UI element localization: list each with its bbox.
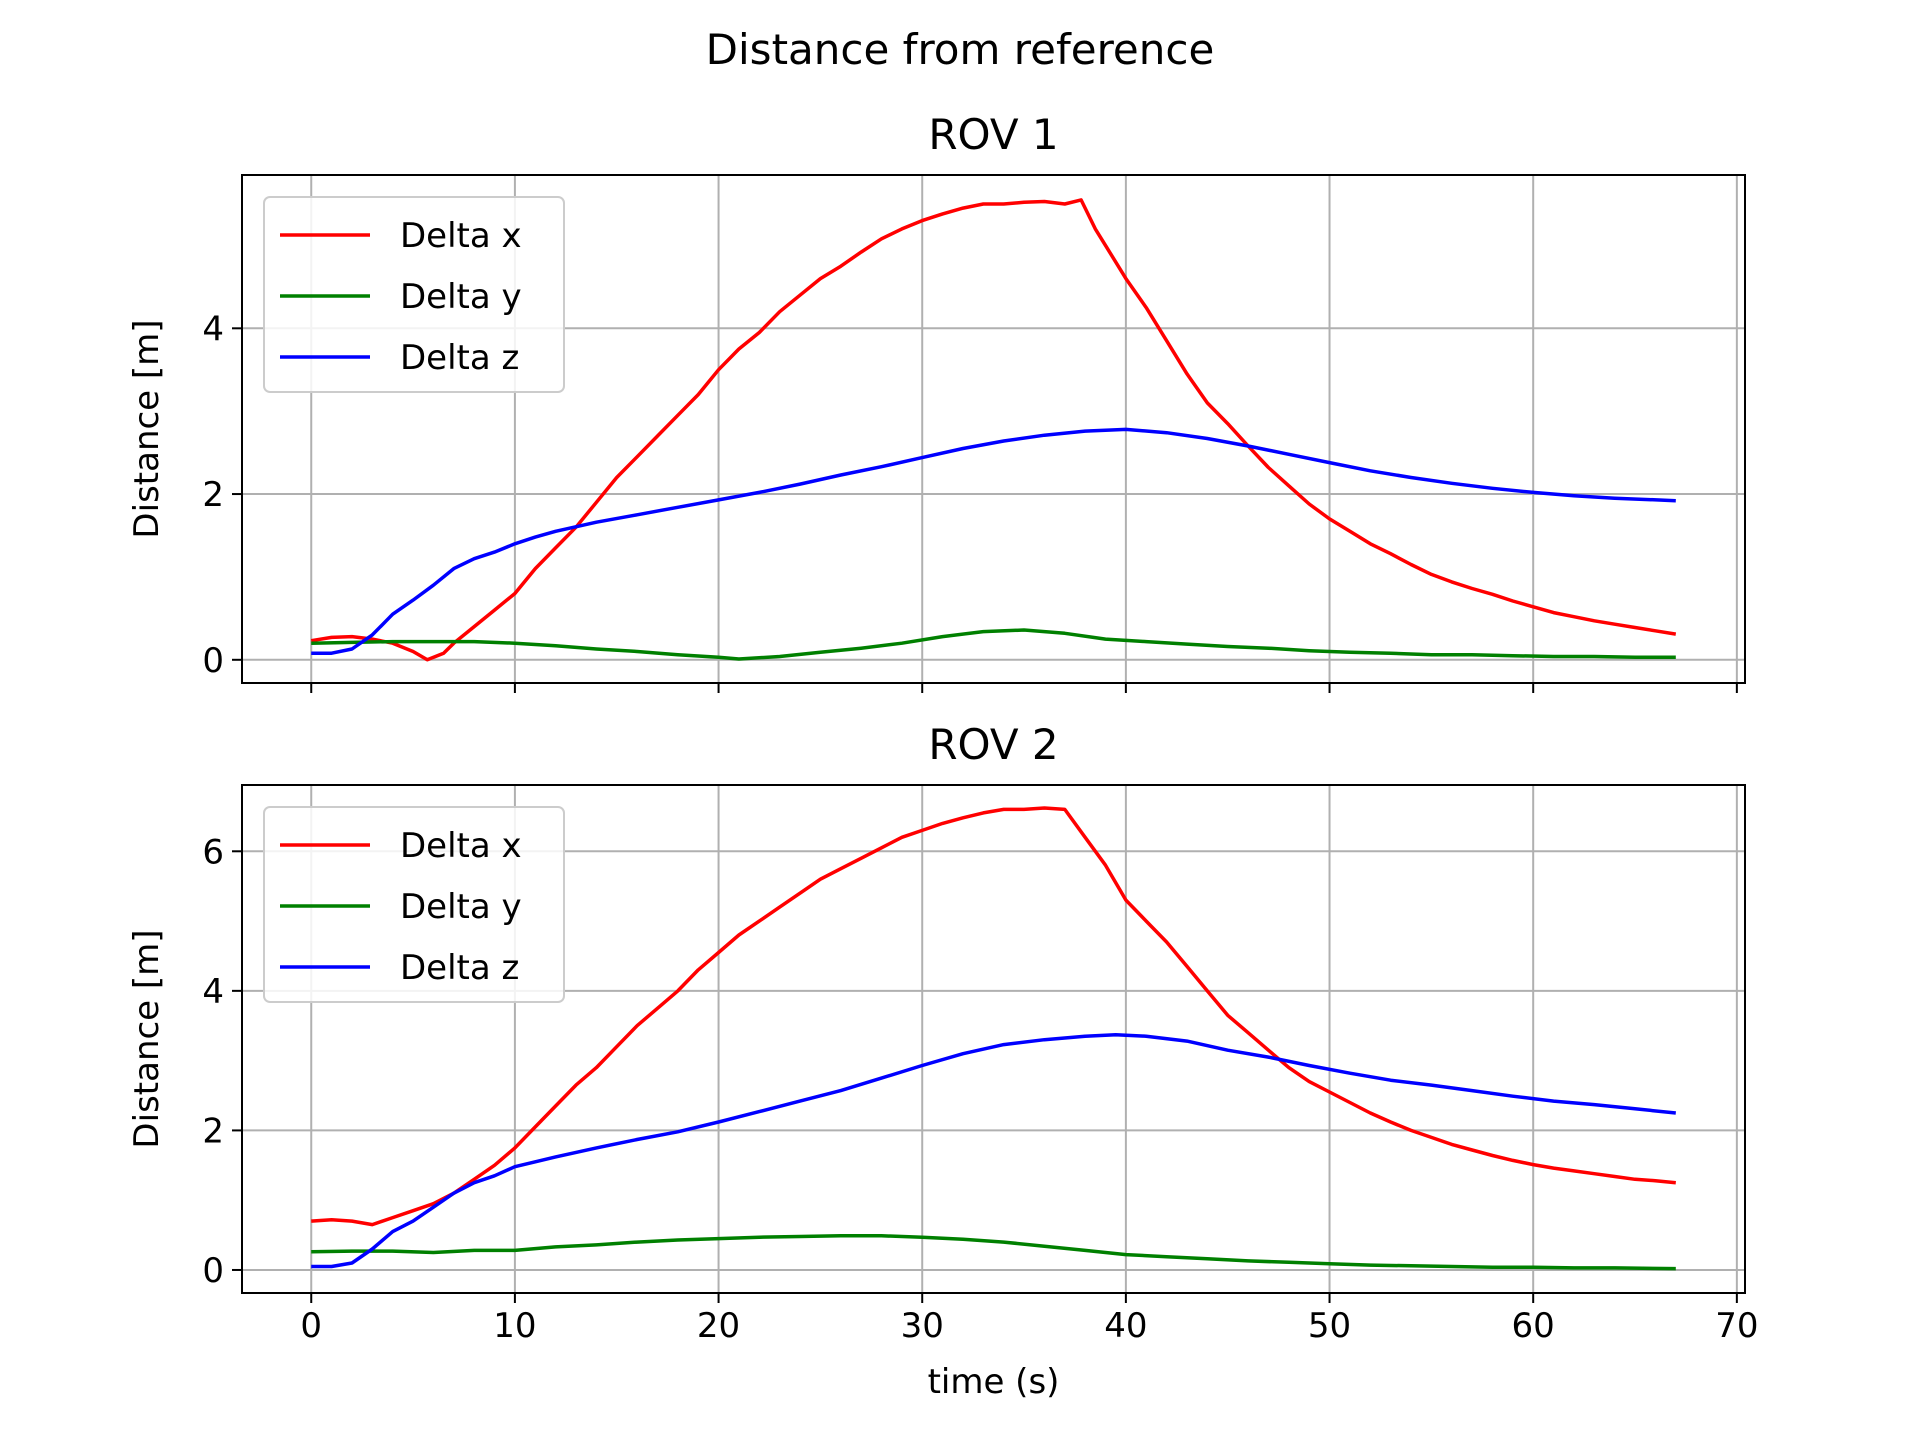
legend-box	[263, 196, 565, 393]
series-line-delta-z	[311, 1033, 1676, 1269]
series-line-delta-y	[311, 628, 1676, 661]
legend-label: Delta x	[400, 216, 522, 256]
series-line-delta-z	[311, 427, 1676, 655]
x-tick-label: 30	[901, 1306, 944, 1346]
x-tick-label: 0	[300, 1306, 322, 1346]
series-line-delta-x	[310, 198, 1677, 662]
series-line-delta-y	[311, 1234, 1676, 1271]
x-axis-label: time (s)	[928, 1362, 1060, 1402]
figure-title: Distance from reference	[706, 25, 1215, 74]
legend-box	[263, 806, 565, 1003]
x-tick-label: 40	[1104, 1306, 1147, 1346]
chart-2: 0 10 20 30 40 50 60 70 0 2 4 6 ROV 2 Distance [m] time…	[127, 720, 1758, 1402]
series-line-delta-x	[311, 806, 1676, 1227]
subplot-title: ROV 1	[928, 110, 1058, 159]
axes-frame	[241, 784, 1746, 1294]
y-tick-label: 2	[202, 475, 224, 515]
legend-label: Delta y	[400, 887, 522, 927]
y-tick-label: 4	[202, 972, 224, 1012]
legend-label: Delta y	[400, 277, 522, 317]
x-tick-label: 60	[1512, 1306, 1555, 1346]
x-tick-label: 50	[1308, 1306, 1351, 1346]
legend-label: Delta z	[400, 338, 519, 378]
legend-label: Delta z	[400, 948, 519, 988]
legend: Delta x Delta y Delta z	[263, 806, 565, 1003]
y-tick-label: 0	[202, 1251, 224, 1291]
subplot-title: ROV 2	[928, 720, 1058, 769]
y-tick-label: 2	[202, 1111, 224, 1151]
y-axis-label: Distance [m]	[127, 929, 167, 1148]
y-tick-label: 4	[202, 309, 224, 349]
y-tick-label: 0	[202, 641, 224, 681]
legend-label: Delta x	[400, 826, 522, 866]
x-tick-label: 10	[493, 1306, 536, 1346]
x-tick-label: 20	[697, 1306, 740, 1346]
x-tick-label: 70	[1715, 1306, 1758, 1346]
legend: Delta x Delta y Delta z	[263, 196, 565, 393]
axes-frame	[241, 174, 1746, 684]
y-axis-label: Distance [m]	[127, 319, 167, 538]
y-tick-label: 6	[202, 832, 224, 872]
